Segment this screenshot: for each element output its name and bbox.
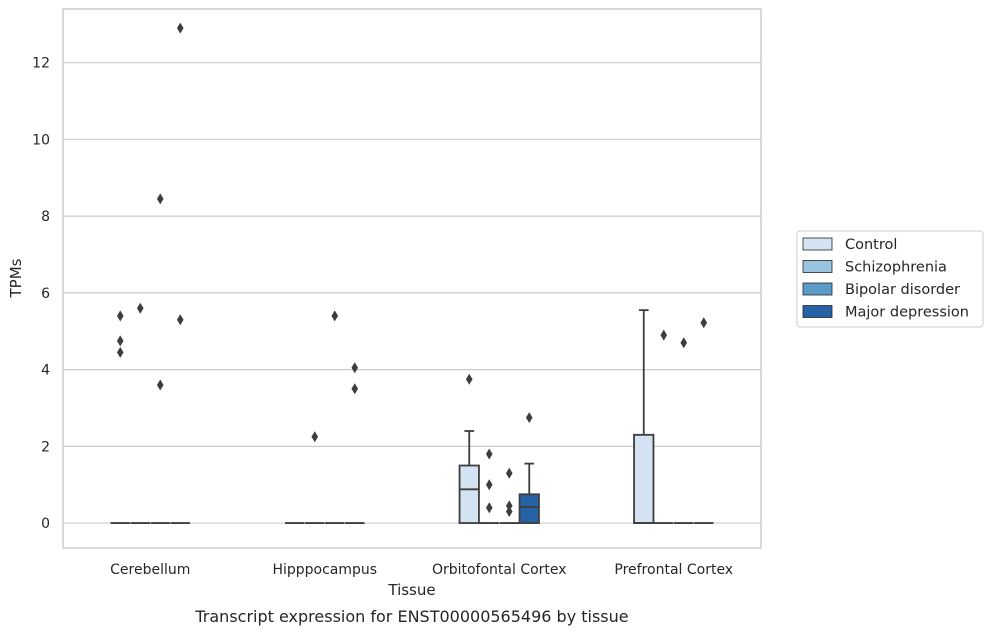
flier-point — [116, 335, 124, 347]
flier-point — [505, 500, 513, 512]
flier-point — [116, 310, 124, 322]
box — [633, 309, 655, 524]
y-tick-label: 2 — [41, 439, 50, 455]
plot-frame — [62, 8, 762, 549]
flier-point — [700, 317, 708, 329]
legend-swatch — [802, 282, 833, 296]
flier-point — [116, 346, 124, 358]
y-axis-label: TPMs — [7, 258, 25, 298]
legend-swatch — [802, 237, 833, 251]
y-tick-label: 8 — [41, 209, 50, 225]
y-tick-labels: 0 2 4 6 8 10 12 — [32, 56, 50, 532]
flier-point — [525, 412, 533, 424]
flier-point — [156, 193, 164, 205]
y-tick-label: 6 — [41, 286, 50, 302]
flier-point — [176, 314, 184, 326]
legend-swatch — [802, 305, 833, 318]
flier-point — [156, 379, 164, 391]
legend-label: Schizophrenia — [845, 260, 947, 276]
legend-swatch — [802, 260, 833, 273]
box-body — [633, 433, 655, 524]
flier-point — [485, 502, 493, 514]
plot-background — [63, 9, 761, 548]
y-tick-label: 10 — [32, 132, 50, 148]
legend-label: Bipolar disorder — [845, 282, 960, 298]
flier-point — [311, 431, 319, 443]
legend-label: Control — [845, 237, 897, 253]
legend-frame — [796, 230, 984, 328]
flier-point — [465, 373, 473, 385]
box-body — [458, 464, 480, 524]
flier-point — [505, 506, 513, 518]
x-tick-label: Hipppocampus — [272, 562, 377, 578]
x-tick-label: Orbitofontal Cortex — [432, 562, 567, 578]
flier-point — [485, 479, 493, 491]
x-axis-label: Tissue — [387, 581, 435, 599]
x-tick-labels: Cerebellum Hipppocampus Orbitofontal Corte… — [110, 562, 733, 578]
y-tick-label: 4 — [41, 363, 50, 379]
legend: Control Schizophrenia Bipolar disorder Majo… — [796, 230, 984, 328]
flier-point — [485, 448, 493, 460]
chart-caption: Transcript expression for ENST0000056549… — [194, 607, 628, 626]
grid-lines — [63, 62, 761, 524]
boxes-layer — [110, 309, 714, 524]
flier-point — [680, 337, 688, 349]
flier-point — [136, 302, 144, 314]
legend-label: Major depression — [845, 305, 969, 321]
flier-point — [505, 467, 513, 479]
flier-point — [351, 383, 359, 395]
x-tick-label: Cerebellum — [110, 562, 190, 578]
flier-point — [176, 22, 184, 34]
x-tick-label: Prefrontal Cortex — [614, 562, 733, 578]
box-body — [518, 493, 540, 524]
y-tick-label: 0 — [41, 516, 50, 532]
flier-point — [660, 329, 668, 341]
box — [518, 462, 540, 524]
y-tick-label: 12 — [32, 56, 50, 72]
fliers-layer — [116, 22, 708, 518]
flier-point — [331, 310, 339, 322]
flier-point — [351, 362, 359, 374]
box — [458, 430, 480, 524]
